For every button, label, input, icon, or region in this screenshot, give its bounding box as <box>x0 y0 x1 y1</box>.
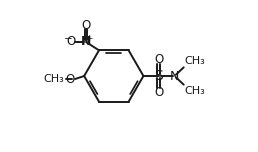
Text: +: + <box>85 34 93 43</box>
Text: CH₃: CH₃ <box>184 56 205 66</box>
Text: O: O <box>82 19 91 32</box>
Text: N: N <box>81 35 91 48</box>
Text: −: − <box>63 34 72 44</box>
Text: O: O <box>154 53 163 66</box>
Text: N: N <box>170 69 179 83</box>
Text: O: O <box>154 86 163 99</box>
Text: CH₃: CH₃ <box>184 86 205 96</box>
Text: CH₃: CH₃ <box>43 74 64 84</box>
Text: O: O <box>66 35 76 48</box>
Text: S: S <box>154 69 163 83</box>
Text: O: O <box>65 73 74 86</box>
